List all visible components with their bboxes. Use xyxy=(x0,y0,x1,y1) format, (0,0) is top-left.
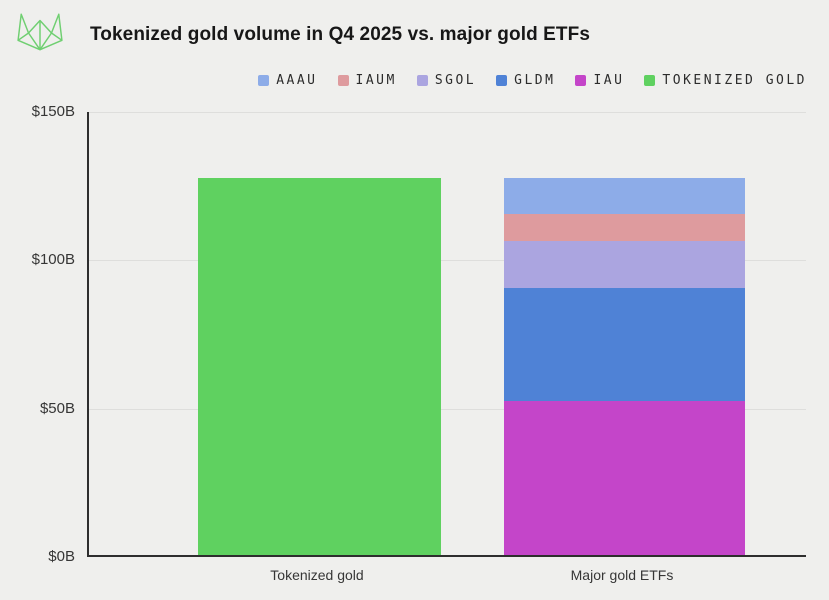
brand-logo-icon xyxy=(17,13,63,51)
legend-label: GLDM xyxy=(514,73,556,88)
legend-swatch-icon xyxy=(337,75,349,86)
bar-major-gold-etfs xyxy=(504,178,745,555)
legend-label: TOKENIZED GOLD xyxy=(662,73,807,88)
page-title: Tokenized gold volume in Q4 2025 vs. maj… xyxy=(90,24,591,45)
legend-swatch-icon xyxy=(575,75,587,86)
chart-legend: AAAU IAUM SGOL GLDM IAU TOKENIZED GOLD xyxy=(258,73,807,88)
y-tick-label: $0B xyxy=(48,548,75,565)
x-axis-label-major-gold-etfs: Major gold ETFs xyxy=(570,567,674,583)
legend-label: IAU xyxy=(593,73,625,88)
bar-segment-aaau xyxy=(504,178,745,214)
gridline-50 xyxy=(89,408,806,410)
legend-item-gldm[interactable]: GLDM xyxy=(496,73,555,88)
bar-tokenized-gold xyxy=(198,178,441,555)
legend-swatch-icon xyxy=(258,75,270,86)
bar-segment-iau xyxy=(504,400,745,555)
legend-swatch-icon xyxy=(644,75,656,86)
legend-item-tokenized-gold[interactable]: TOKENIZED GOLD xyxy=(644,73,807,88)
bar-segment-gldm xyxy=(504,287,745,401)
bar-segment-sgol xyxy=(504,240,745,288)
legend-swatch-icon xyxy=(496,75,508,86)
x-axis-label-tokenized-gold: Tokenized gold xyxy=(270,567,364,583)
bar-segment-tokenized-gold xyxy=(198,178,441,555)
legend-item-aaau[interactable]: AAAU xyxy=(258,73,317,88)
legend-label: SGOL xyxy=(434,73,477,88)
legend-label: IAUM xyxy=(355,73,397,88)
legend-swatch-icon xyxy=(416,75,428,86)
legend-item-iau[interactable]: IAU xyxy=(575,73,624,88)
y-tick-label: $100B xyxy=(31,251,75,269)
y-tick-label: $150B xyxy=(31,103,75,120)
plot-area xyxy=(87,112,806,557)
legend-item-iaum[interactable]: IAUM xyxy=(337,73,397,88)
legend-item-sgol[interactable]: SGOL xyxy=(416,73,477,88)
y-tick-label: $50B xyxy=(39,399,75,417)
gridline-150 xyxy=(89,112,806,113)
bar-segment-iaum xyxy=(504,213,745,241)
legend-label: AAAU xyxy=(276,73,318,88)
gridline-100 xyxy=(89,260,806,262)
